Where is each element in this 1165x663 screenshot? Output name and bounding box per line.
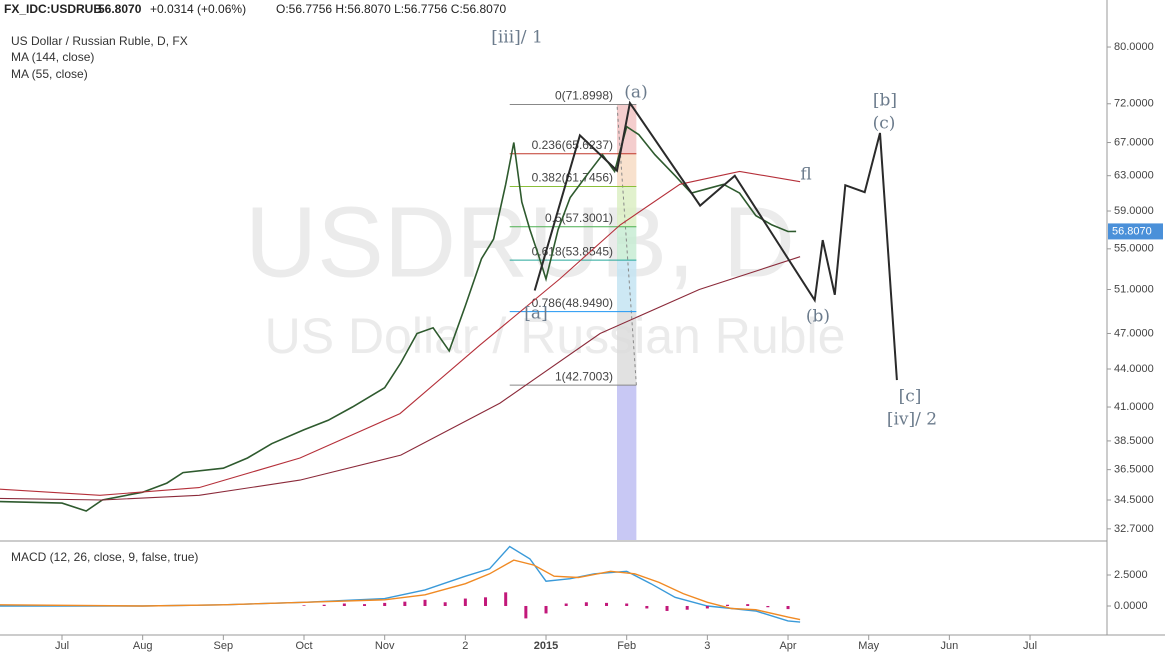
moving-average — [0, 256, 801, 501]
y-tick-label: 80.0000 — [1114, 41, 1154, 53]
x-tick-label: Feb — [617, 640, 636, 652]
wave-projection — [533, 100, 898, 381]
x-tick-label: May — [858, 640, 879, 652]
histogram-bar — [524, 605, 528, 619]
histogram-bar — [302, 605, 306, 606]
fib-label: 1(42.7003) — [555, 369, 613, 383]
wave-label: fl — [800, 165, 811, 185]
y-tick-label: 38.5000 — [1114, 435, 1154, 447]
histogram-bar — [363, 604, 367, 606]
x-tick-label: Nov — [375, 640, 395, 652]
y-tick-label: 67.0000 — [1114, 136, 1154, 148]
legend-entry: MA (144, close) — [11, 50, 94, 64]
y-tick-label: 36.5000 — [1114, 464, 1154, 476]
histogram-bar — [605, 602, 609, 606]
wave-label: (b) — [806, 307, 830, 327]
y-tick-label: 51.0000 — [1114, 283, 1154, 295]
histogram-bar — [443, 602, 447, 606]
chart-title: US Dollar / Russian Ruble, D, FX — [11, 34, 188, 48]
y-tick-label: 72.0000 — [1114, 98, 1154, 110]
y-tick-label: 47.0000 — [1114, 327, 1154, 339]
histogram-bar — [383, 602, 387, 606]
wave-label: [a] — [524, 304, 547, 324]
y-tick-label: 44.0000 — [1114, 363, 1154, 375]
moving-average — [0, 170, 801, 496]
legend-entry: MA (55, close) — [11, 67, 88, 81]
histogram-bar — [403, 601, 407, 606]
watermark: USDRUB, D — [245, 186, 795, 298]
x-tick-label: 2 — [462, 640, 468, 652]
symbol: FX_IDC:USDRUB — [4, 2, 102, 16]
ohlc: O:56.7756 H:56.8070 L:56.7756 C:56.8070 — [276, 2, 507, 16]
x-tick-label: Aug — [133, 640, 153, 652]
fib-zone — [617, 153, 637, 187]
fib-extension — [617, 385, 637, 540]
plot: 0(71.8998) 0.236(65.6237) 0.382(61.7456) 0.… — [0, 28, 937, 540]
fib-label: 0(71.8998) — [555, 89, 613, 103]
x-tick-label: 2015 — [534, 640, 558, 652]
x-tick-label: 3 — [704, 640, 710, 652]
histogram-bar — [766, 605, 770, 608]
histogram-bar — [504, 592, 508, 606]
histogram-bar — [726, 604, 730, 606]
y-tick-label: 34.5000 — [1114, 494, 1154, 506]
watermark: US Dollar / Russian Ruble — [265, 308, 846, 364]
change: +0.0314 (+0.06%) — [150, 2, 246, 16]
wave-label: [b] — [873, 91, 897, 111]
last-price-label: 56.8070 — [1112, 225, 1152, 237]
y-tick-label: 59.0000 — [1114, 205, 1154, 217]
histogram-bar — [786, 605, 790, 610]
wave-label: [iii]/ 1 — [491, 28, 543, 48]
wave-label: [c] — [899, 387, 922, 407]
x-tick-label: Apr — [779, 640, 796, 652]
x-tick-label: Jun — [940, 640, 958, 652]
histogram-bar — [705, 605, 709, 609]
wave-label: (a) — [624, 83, 647, 103]
last-price-tag — [1108, 223, 1163, 240]
y-tick-label: 41.0000 — [1114, 401, 1154, 413]
last-price: 56.8070 — [98, 2, 142, 16]
y-tick-label: 55.0000 — [1114, 243, 1154, 255]
x-tick-label: Jul — [55, 640, 69, 652]
histogram-bar — [645, 605, 649, 609]
y-tick-label: 63.0000 — [1114, 170, 1154, 182]
histogram-bar — [584, 602, 588, 606]
x-tick-label: Jul — [1023, 640, 1037, 652]
fib-label: 0.786(48.9490) — [532, 296, 613, 310]
histogram-bar — [322, 604, 326, 606]
y-tick-label: 32.7000 — [1114, 523, 1154, 535]
y-tick-label: 2.5000 — [1114, 569, 1148, 581]
fib-zone — [617, 260, 637, 312]
histogram-bar — [463, 598, 467, 606]
histogram-bar — [564, 603, 568, 606]
x-tick-label: Sep — [214, 640, 234, 652]
histogram-bar — [746, 604, 750, 606]
macd-line — [0, 559, 801, 621]
histogram-bar — [544, 605, 548, 614]
histogram-bar — [685, 605, 689, 610]
y-tick-label: 0.0000 — [1114, 600, 1148, 612]
fib-zone — [617, 311, 637, 386]
histogram-bar — [665, 605, 669, 611]
wave-label: [iv]/ 2 — [887, 410, 937, 430]
fib-label: 0.236(65.6237) — [532, 138, 613, 152]
wave-label: (c) — [873, 114, 896, 134]
macd-title: MACD (12, 26, close, 9, false, true) — [11, 550, 198, 564]
histogram-bar — [423, 599, 427, 606]
histogram-bar — [342, 603, 346, 606]
x-tick-label: Oct — [295, 640, 312, 652]
histogram-bar — [484, 597, 488, 606]
histogram-bar — [625, 603, 629, 606]
fib-label: 0.382(61.7456) — [532, 171, 613, 185]
fib-zone — [617, 226, 637, 261]
